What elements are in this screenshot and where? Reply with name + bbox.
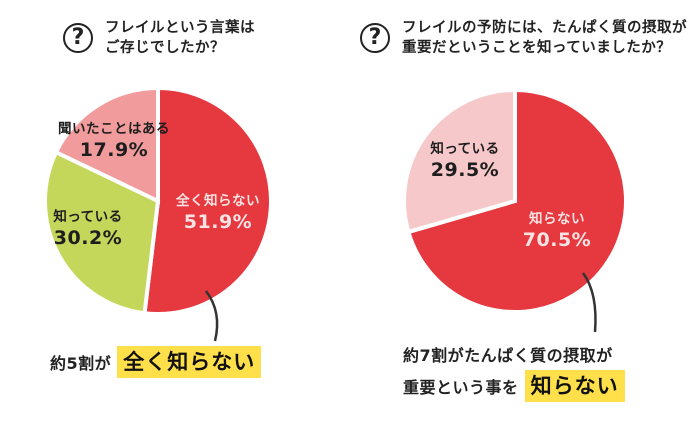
- pie-slice: [43, 149, 161, 316]
- left-panel: ? フレイルという言葉は ご存じでしたか？ 全く知らない 51.9% 知っている…: [43, 18, 273, 378]
- right-callout-highlight: 知らない: [524, 370, 625, 402]
- right-slice-label-0: 知らない 70.5%: [522, 211, 592, 251]
- right-callout-prefix: 重要という事を: [403, 378, 519, 397]
- left-slice-label-1: 知っている 30.2%: [53, 209, 123, 249]
- right-callout-connector: [581, 272, 597, 333]
- right-question-line1: フレイルの予防には、たんぱく質の摂取が: [402, 20, 687, 36]
- pie-slice: [142, 85, 273, 316]
- left-callout: 約5割が 全く知らない: [50, 346, 262, 378]
- right-callout-line1: 約7割がたんぱく質の摂取が: [403, 346, 613, 365]
- question-mark-icon: ?: [360, 23, 390, 53]
- right-question-line2: 重要だということを知っていましたか？: [402, 40, 672, 56]
- left-callout-connector: [204, 290, 219, 342]
- left-question-line1: フレイルという言葉は: [105, 20, 255, 36]
- pie-slice: [405, 87, 628, 314]
- right-slice-label-1: 知っている 29.5%: [430, 141, 500, 181]
- left-question-text: フレイルという言葉は ご存じでしたか？: [105, 18, 255, 58]
- left-slice-label-2: 聞いたことはある 17.9%: [58, 121, 170, 161]
- right-callout-line2: 重要という事を 知らない: [403, 370, 625, 402]
- pie-slice: [53, 85, 160, 205]
- left-question-line2: ご存じでしたか？: [105, 40, 225, 56]
- left-callout-highlight: 全く知らない: [117, 346, 262, 378]
- left-callout-prefix: 約5割が: [50, 354, 112, 373]
- left-slice-label-0: 全く知らない 51.9%: [176, 193, 260, 233]
- pie-slice: [402, 87, 517, 235]
- left-question: ? フレイルという言葉は ご存じでしたか？: [63, 18, 255, 58]
- right-question-text: フレイルの予防には、たんぱく質の摂取が 重要だということを知っていましたか？: [402, 18, 687, 58]
- right-question: ? フレイルの予防には、たんぱく質の摂取が 重要だということを知っていましたか？: [360, 18, 687, 58]
- question-mark-icon: ?: [63, 23, 93, 53]
